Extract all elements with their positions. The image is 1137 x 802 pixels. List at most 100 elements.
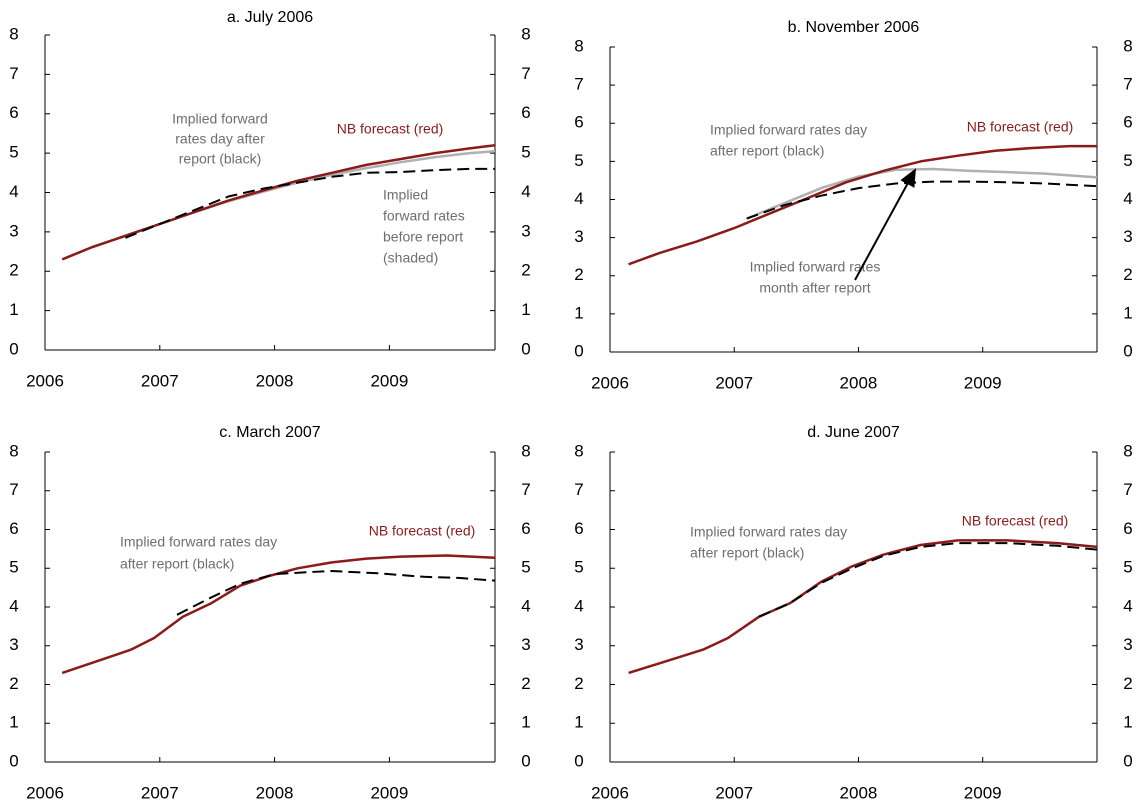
y2-tick-label: 6	[1123, 519, 1132, 538]
y2-tick-label: 4	[521, 182, 530, 201]
y-tick-label: 5	[574, 151, 583, 170]
y2-tick-label: 3	[521, 221, 530, 240]
annotation: Implied	[383, 187, 428, 203]
annotation: after report (black)	[690, 545, 804, 561]
x-tick-label: 2008	[256, 371, 294, 390]
x-tick-label: 2006	[591, 373, 629, 392]
series-line	[746, 180, 1098, 220]
y-tick-label: 8	[9, 24, 18, 43]
y2-tick-label: 5	[1123, 151, 1132, 170]
y2-tick-label: 8	[521, 24, 530, 43]
y-tick-label: 8	[574, 36, 583, 55]
x-tick-label: 2006	[591, 783, 629, 802]
y-tick-label: 0	[9, 339, 18, 358]
y-tick-label: 8	[9, 441, 18, 460]
y2-tick-label: 5	[521, 143, 530, 162]
y2-tick-label: 5	[521, 558, 530, 577]
series-line	[746, 167, 1098, 220]
y-tick-label: 4	[574, 596, 583, 615]
annotation: Implied forward rates day	[710, 122, 867, 138]
y2-tick-label: 2	[1123, 265, 1132, 284]
chart-title: a. July 2006	[227, 9, 313, 26]
y-tick-label: 1	[9, 300, 18, 319]
y-tick-label: 4	[9, 596, 18, 615]
y2-tick-label: 2	[1123, 674, 1132, 693]
y-tick-label: 7	[9, 480, 18, 499]
y2-tick-label: 6	[521, 519, 530, 538]
y2-tick-label: 8	[1123, 441, 1132, 460]
x-tick-label: 2006	[26, 783, 64, 802]
chart-title: c. March 2007	[219, 424, 320, 441]
y2-tick-label: 5	[1123, 558, 1132, 577]
series-line	[758, 542, 1098, 618]
annotation: NB forecast (red)	[369, 523, 476, 539]
y-tick-label: 2	[9, 674, 18, 693]
x-tick-label: 2007	[715, 783, 753, 802]
y-tick-label: 4	[574, 189, 583, 208]
y-tick-label: 7	[574, 480, 583, 499]
y2-tick-label: 1	[521, 713, 530, 732]
y2-tick-label: 8	[1123, 36, 1132, 55]
series-line	[61, 554, 496, 675]
x-tick-label: 2006	[26, 371, 64, 390]
y2-tick-label: 8	[521, 441, 530, 460]
y-tick-label: 5	[9, 143, 18, 162]
y2-tick-label: 4	[521, 596, 530, 615]
y-tick-label: 4	[9, 182, 18, 201]
y2-tick-label: 0	[1123, 341, 1132, 360]
y-tick-label: 6	[574, 113, 583, 132]
annotation: Implied forward	[172, 111, 268, 127]
annotation: rates day after	[175, 131, 265, 147]
y-tick-label: 3	[9, 635, 18, 654]
y-tick-label: 7	[574, 75, 583, 94]
series-line	[125, 167, 495, 239]
chart-title: b. November 2006	[788, 19, 920, 36]
y-tick-label: 7	[9, 64, 18, 83]
series-line	[628, 539, 1098, 675]
annotation: NB forecast (red)	[337, 121, 444, 137]
y2-tick-label: 7	[521, 64, 530, 83]
x-tick-label: 2008	[840, 373, 878, 392]
y-tick-label: 3	[574, 227, 583, 246]
y-tick-label: 6	[574, 519, 583, 538]
y2-tick-label: 6	[521, 103, 530, 122]
x-tick-label: 2009	[964, 783, 1002, 802]
annotation: after report (black)	[710, 143, 824, 159]
y-tick-label: 5	[9, 558, 18, 577]
x-tick-label: 2007	[715, 373, 753, 392]
y-tick-label: 2	[9, 261, 18, 280]
annotation: Implied forward rates	[750, 259, 881, 275]
y-tick-label: 3	[9, 221, 18, 240]
y-tick-label: 1	[9, 713, 18, 732]
y2-tick-label: 0	[521, 751, 530, 770]
x-tick-label: 2008	[256, 783, 294, 802]
x-tick-label: 2009	[370, 371, 408, 390]
y2-tick-label: 0	[1123, 751, 1132, 770]
y-tick-label: 2	[574, 265, 583, 284]
series-line	[176, 570, 496, 616]
y-tick-label: 2	[574, 674, 583, 693]
annotation: (shaded)	[383, 250, 438, 266]
y-tick-label: 0	[574, 341, 583, 360]
y2-tick-label: 7	[1123, 75, 1132, 94]
annotation: after report (black)	[120, 556, 234, 572]
series-line	[628, 144, 1097, 266]
y2-tick-label: 3	[1123, 227, 1132, 246]
x-tick-label: 2007	[141, 371, 179, 390]
y2-tick-label: 1	[521, 300, 530, 319]
annotation: Implied forward rates day	[120, 534, 277, 550]
y2-tick-label: 7	[521, 480, 530, 499]
y2-tick-label: 1	[1123, 303, 1132, 322]
y2-tick-label: 7	[1123, 480, 1132, 499]
y2-tick-label: 2	[521, 674, 530, 693]
x-tick-label: 2008	[840, 783, 878, 802]
y2-tick-label: 0	[521, 339, 530, 358]
x-tick-label: 2009	[964, 373, 1002, 392]
y2-tick-label: 1	[1123, 713, 1132, 732]
y-tick-label: 5	[574, 558, 583, 577]
y-tick-label: 6	[9, 519, 18, 538]
annotation: Implied forward rates day	[690, 524, 847, 540]
annotation-arrow	[854, 168, 916, 281]
y2-tick-label: 6	[1123, 113, 1132, 132]
